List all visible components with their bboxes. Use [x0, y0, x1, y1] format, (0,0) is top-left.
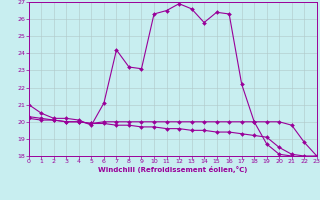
- X-axis label: Windchill (Refroidissement éolien,°C): Windchill (Refroidissement éolien,°C): [98, 166, 247, 173]
